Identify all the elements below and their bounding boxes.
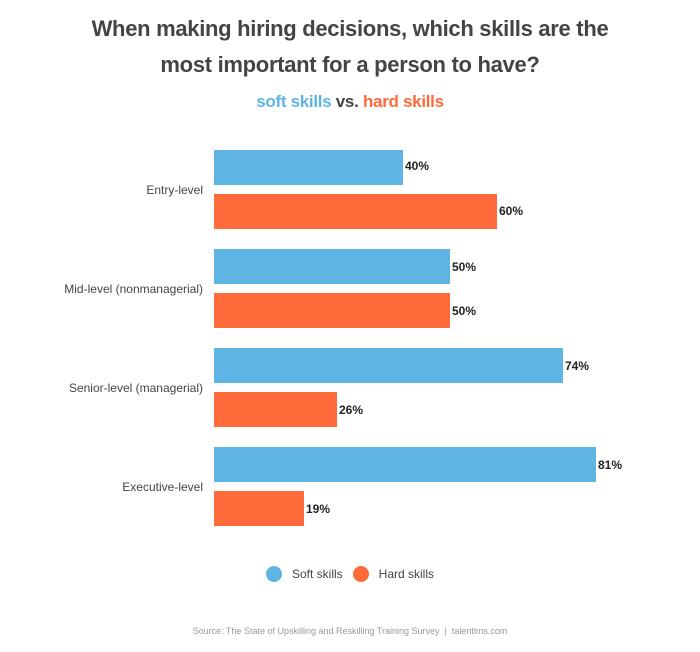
legend-label-hard: Hard skills — [378, 567, 435, 581]
value-soft-mid: 50% — [452, 260, 477, 274]
chart-subtitle: soft skills vs. hard skills — [0, 92, 700, 112]
bar-soft-entry — [214, 150, 403, 185]
chart-legend: Soft skills Hard skills — [0, 566, 700, 582]
value-soft-entry: 40% — [405, 159, 430, 173]
value-soft-exec: 81% — [598, 458, 623, 472]
bar-hard-mid — [214, 293, 450, 328]
chart-title-line1: When making hiring decisions, which skil… — [91, 16, 609, 41]
legend-dot-soft-icon — [265, 566, 282, 582]
category-label-exec: Executive-level — [122, 480, 203, 494]
subtitle-vs: vs. — [331, 92, 363, 111]
value-hard-exec: 19% — [306, 502, 331, 516]
value-hard-mid: 50% — [452, 304, 477, 318]
source-note: Source: The State of Upskilling and Resk… — [192, 626, 508, 636]
value-hard-entry: 60% — [499, 204, 524, 218]
chart-title-line2: most important for a person to have? — [160, 52, 540, 77]
subtitle-hard: hard skills — [362, 92, 444, 111]
bar-soft-mid — [214, 249, 450, 284]
value-soft-senior: 74% — [565, 359, 590, 373]
legend-dot-hard-icon — [352, 566, 369, 582]
bar-hard-entry — [214, 194, 497, 229]
category-label-senior: Senior-level (managerial) — [68, 381, 203, 395]
category-label-entry: Entry-level — [146, 183, 203, 197]
legend-item-hard[interactable]: Hard skills — [352, 566, 435, 582]
legend-item-soft[interactable]: Soft skills — [265, 566, 343, 582]
legend-label-soft: Soft skills — [291, 567, 343, 581]
bar-soft-senior — [214, 348, 563, 383]
subtitle-soft: soft skills — [256, 92, 332, 111]
bar-hard-exec — [214, 491, 304, 526]
bar-soft-exec — [214, 447, 596, 482]
bar-hard-senior — [214, 392, 337, 427]
value-hard-senior: 26% — [339, 403, 364, 417]
category-label-mid: Mid-level (nonmanagerial) — [64, 282, 203, 296]
